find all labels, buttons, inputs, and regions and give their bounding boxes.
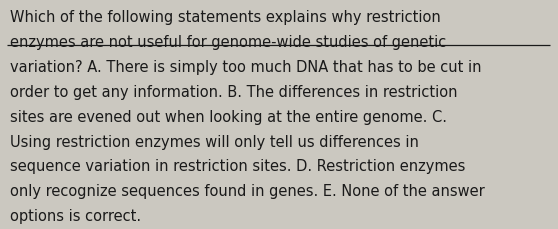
Text: Which of the following statements explains why restriction: Which of the following statements explai… [10, 10, 441, 25]
Text: only recognize sequences found in genes. E. None of the answer: only recognize sequences found in genes.… [10, 183, 485, 198]
Text: sequence variation in restriction sites. D. Restriction enzymes: sequence variation in restriction sites.… [10, 159, 465, 174]
Text: sites are evened out when looking at the entire genome. C.: sites are evened out when looking at the… [10, 109, 447, 124]
Text: order to get any information. B. The differences in restriction: order to get any information. B. The dif… [10, 85, 458, 99]
Text: enzymes are not useful for genome-wide studies of genetic: enzymes are not useful for genome-wide s… [10, 35, 446, 50]
Text: variation? A. There is simply too much DNA that has to be cut in: variation? A. There is simply too much D… [10, 60, 482, 75]
Text: Using restriction enzymes will only tell us differences in: Using restriction enzymes will only tell… [10, 134, 419, 149]
Text: options is correct.: options is correct. [10, 208, 141, 223]
